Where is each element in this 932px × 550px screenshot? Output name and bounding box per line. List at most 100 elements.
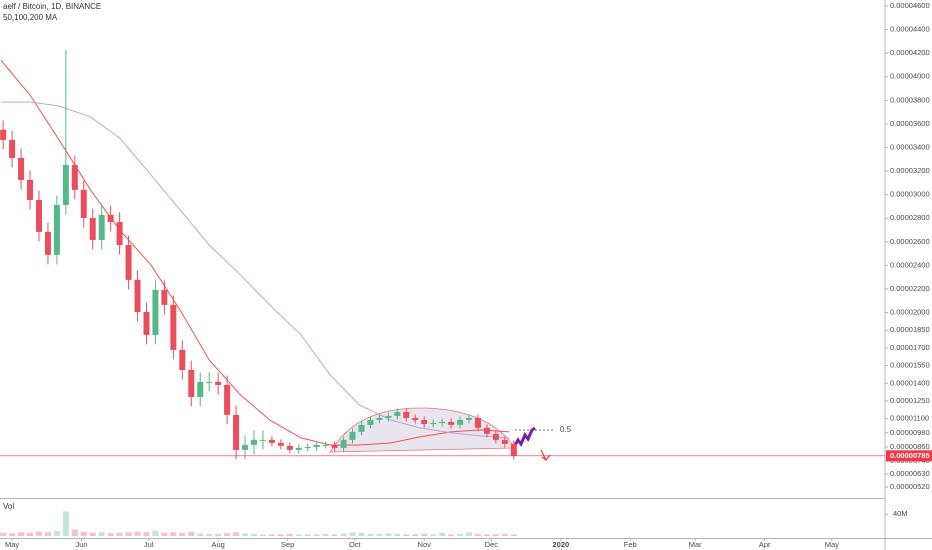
y-tick-label: 0.00003000 <box>890 190 930 199</box>
volume-bar <box>304 534 311 536</box>
candle-body <box>250 439 257 445</box>
candle-body <box>349 431 356 440</box>
volume-bar <box>44 532 51 536</box>
volume-bar <box>18 532 25 536</box>
candle-body <box>215 381 222 385</box>
x-tick-label: Aug <box>211 540 224 549</box>
candle-body <box>510 443 517 456</box>
x-tick-label: Feb <box>624 540 637 549</box>
volume-bar <box>224 533 231 536</box>
candle-body <box>501 439 508 444</box>
volume-bar <box>340 533 347 536</box>
candle-body <box>286 445 293 450</box>
candle-body <box>439 421 446 423</box>
volume-bar <box>474 533 481 536</box>
down-arrow <box>540 449 551 461</box>
candle-body <box>152 289 159 335</box>
y-tick-label: 0.00001250 <box>890 396 930 405</box>
volume-bar <box>170 532 177 536</box>
volume-bar <box>242 533 249 536</box>
volume-bar <box>457 533 464 536</box>
volume-bar <box>161 532 168 536</box>
y-tick-label: 0.00003200 <box>890 166 930 175</box>
y-tick-label: 0.00001550 <box>890 361 930 370</box>
candle-body <box>376 417 383 420</box>
volume-bar <box>403 534 410 536</box>
candle-body <box>179 349 186 370</box>
candle-body <box>430 422 437 424</box>
volume-bar <box>152 530 159 536</box>
y-tick-label: 0.00001100 <box>890 414 929 423</box>
y-tick-label: 0.00000860 <box>890 442 930 451</box>
candle-body <box>170 304 177 350</box>
candle-body <box>233 414 240 450</box>
candle-body <box>27 179 34 200</box>
volume-bar <box>295 534 302 536</box>
candle-body <box>143 311 150 335</box>
current-price-label: 0.00000785 <box>890 451 930 460</box>
candle-body <box>340 439 347 448</box>
candle-body <box>62 164 69 205</box>
volume-bar <box>179 532 186 536</box>
volume-bar <box>9 533 16 536</box>
y-tick-label: 0.00004200 <box>890 48 930 57</box>
y-tick-label: 0.00002400 <box>890 260 930 269</box>
x-tick-label: Jul <box>144 540 154 549</box>
volume-bar <box>492 534 499 536</box>
y-tick-label: 0.00002200 <box>890 284 930 293</box>
y-tick-label: 0.00001400 <box>890 378 930 387</box>
candle-body <box>331 444 338 448</box>
volume-bar <box>376 533 383 536</box>
candle-body <box>412 417 419 420</box>
volume-bar <box>197 533 204 536</box>
chart-title: aelf / Bitcoin, 1D, BINANCE <box>3 2 101 11</box>
candle-body <box>421 419 428 424</box>
y-tick-label: 0.00001700 <box>890 343 930 352</box>
volume-label: Vol <box>3 502 14 511</box>
candle-body <box>188 369 195 397</box>
volume-bar <box>349 532 356 536</box>
candle-body <box>313 444 320 447</box>
volume-bar <box>268 534 275 536</box>
candle-body <box>98 214 105 240</box>
volume-bar <box>439 532 446 536</box>
volume-bar <box>107 533 114 536</box>
volume-bar <box>385 533 392 536</box>
volume-bar <box>277 534 284 536</box>
candle-body <box>277 442 284 446</box>
volume-bar <box>394 533 401 536</box>
candle-body <box>466 417 473 420</box>
x-tick-label: Mar <box>689 540 702 549</box>
y-tick-label: 0.00000520 <box>890 482 930 491</box>
x-tick-label: May <box>825 540 839 549</box>
volume-bar <box>116 532 123 536</box>
volume-tick-label: 40M <box>893 509 908 518</box>
candle-body <box>161 289 168 305</box>
moving-average <box>0 59 510 446</box>
candle-body <box>322 444 329 446</box>
candle-body <box>197 381 204 397</box>
candle-body <box>268 439 275 443</box>
volume-bar <box>466 532 473 536</box>
x-tick-label: Dec <box>485 540 499 549</box>
candle-body <box>116 222 123 245</box>
candle-body <box>0 129 7 140</box>
x-tick-label: Jun <box>75 540 87 549</box>
volume-bar <box>448 534 455 536</box>
candle-body <box>224 384 231 415</box>
volume-bar <box>322 533 329 536</box>
volume-bar <box>286 533 293 536</box>
volume-bar <box>233 532 240 536</box>
y-tick-label: 0.00002000 <box>890 308 930 317</box>
y-tick-label: 0.00004400 <box>890 25 930 34</box>
moving-average <box>0 101 510 439</box>
volume-bar <box>134 531 141 536</box>
volume-bar <box>421 533 428 536</box>
candle-body <box>457 419 464 425</box>
x-tick-label: May <box>5 540 19 549</box>
x-tick-label: Oct <box>349 540 362 549</box>
x-tick-label: 2020 <box>552 540 569 549</box>
y-tick-label: 0.00003600 <box>890 119 930 128</box>
candle-body <box>125 244 132 280</box>
